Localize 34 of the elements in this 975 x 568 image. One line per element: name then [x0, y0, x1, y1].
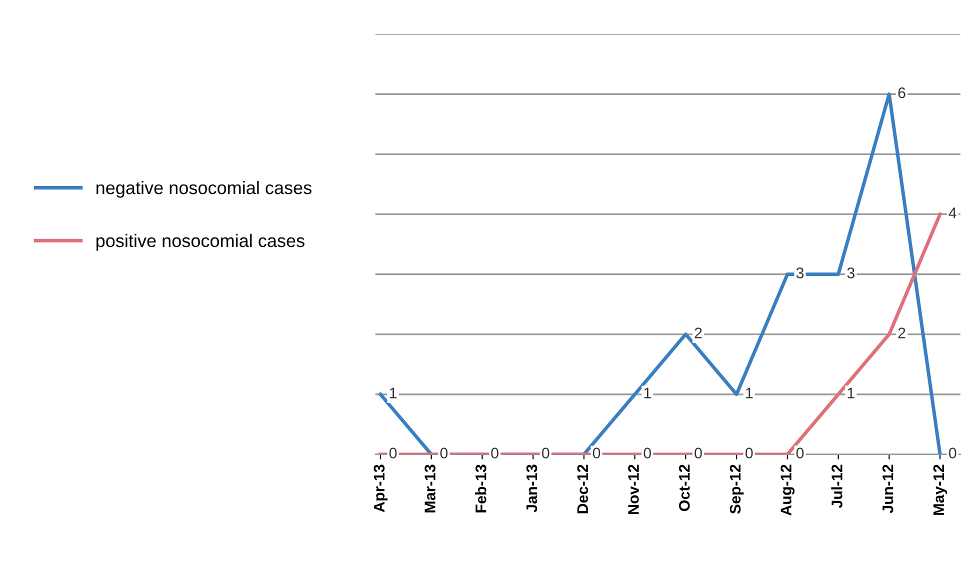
data-label: 2	[694, 328, 702, 338]
data-label: 0	[745, 448, 753, 458]
data-label: 4	[948, 208, 956, 218]
x-tick-label: May-12	[933, 464, 948, 515]
data-label: 6	[898, 87, 906, 98]
data-label: 2	[898, 328, 906, 338]
data-label: 1	[746, 388, 753, 398]
legend-label: positive nosocomial cases	[96, 234, 304, 251]
x-tick-label: Mar-13	[424, 464, 436, 512]
x-tick-label: Jan-13	[526, 464, 538, 512]
data-label: 1	[390, 388, 397, 398]
data-label: 0	[440, 448, 448, 458]
x-tick-label: Feb-13	[475, 464, 486, 512]
data-label: 0	[694, 448, 702, 458]
x-tick-label: Dec-12	[577, 464, 588, 514]
x-tick-label: Jun-12	[882, 464, 894, 514]
data-label: 0	[796, 448, 804, 458]
x-tick-label: Nov-12	[628, 464, 639, 514]
data-label: 0	[491, 448, 498, 458]
data-label: 1	[644, 388, 651, 398]
data-label: 0	[542, 448, 550, 458]
x-tick-label: Sep-12	[730, 464, 744, 514]
data-label: 3	[847, 268, 854, 278]
x-tick-label: Aug-12	[780, 464, 795, 516]
data-label: 0	[948, 448, 956, 458]
x-tick-label: Apr-13	[374, 464, 388, 512]
x-tick-label: Oct-12	[678, 464, 690, 512]
data-label: 0	[389, 448, 397, 458]
x-tick-label: Jul-12	[831, 464, 842, 508]
data-label: 1	[848, 388, 854, 398]
legend-label: negative nosocomial cases	[96, 180, 312, 198]
data-label: 3	[796, 268, 804, 278]
data-label: 0	[592, 448, 600, 458]
data-label: 0	[644, 448, 652, 458]
